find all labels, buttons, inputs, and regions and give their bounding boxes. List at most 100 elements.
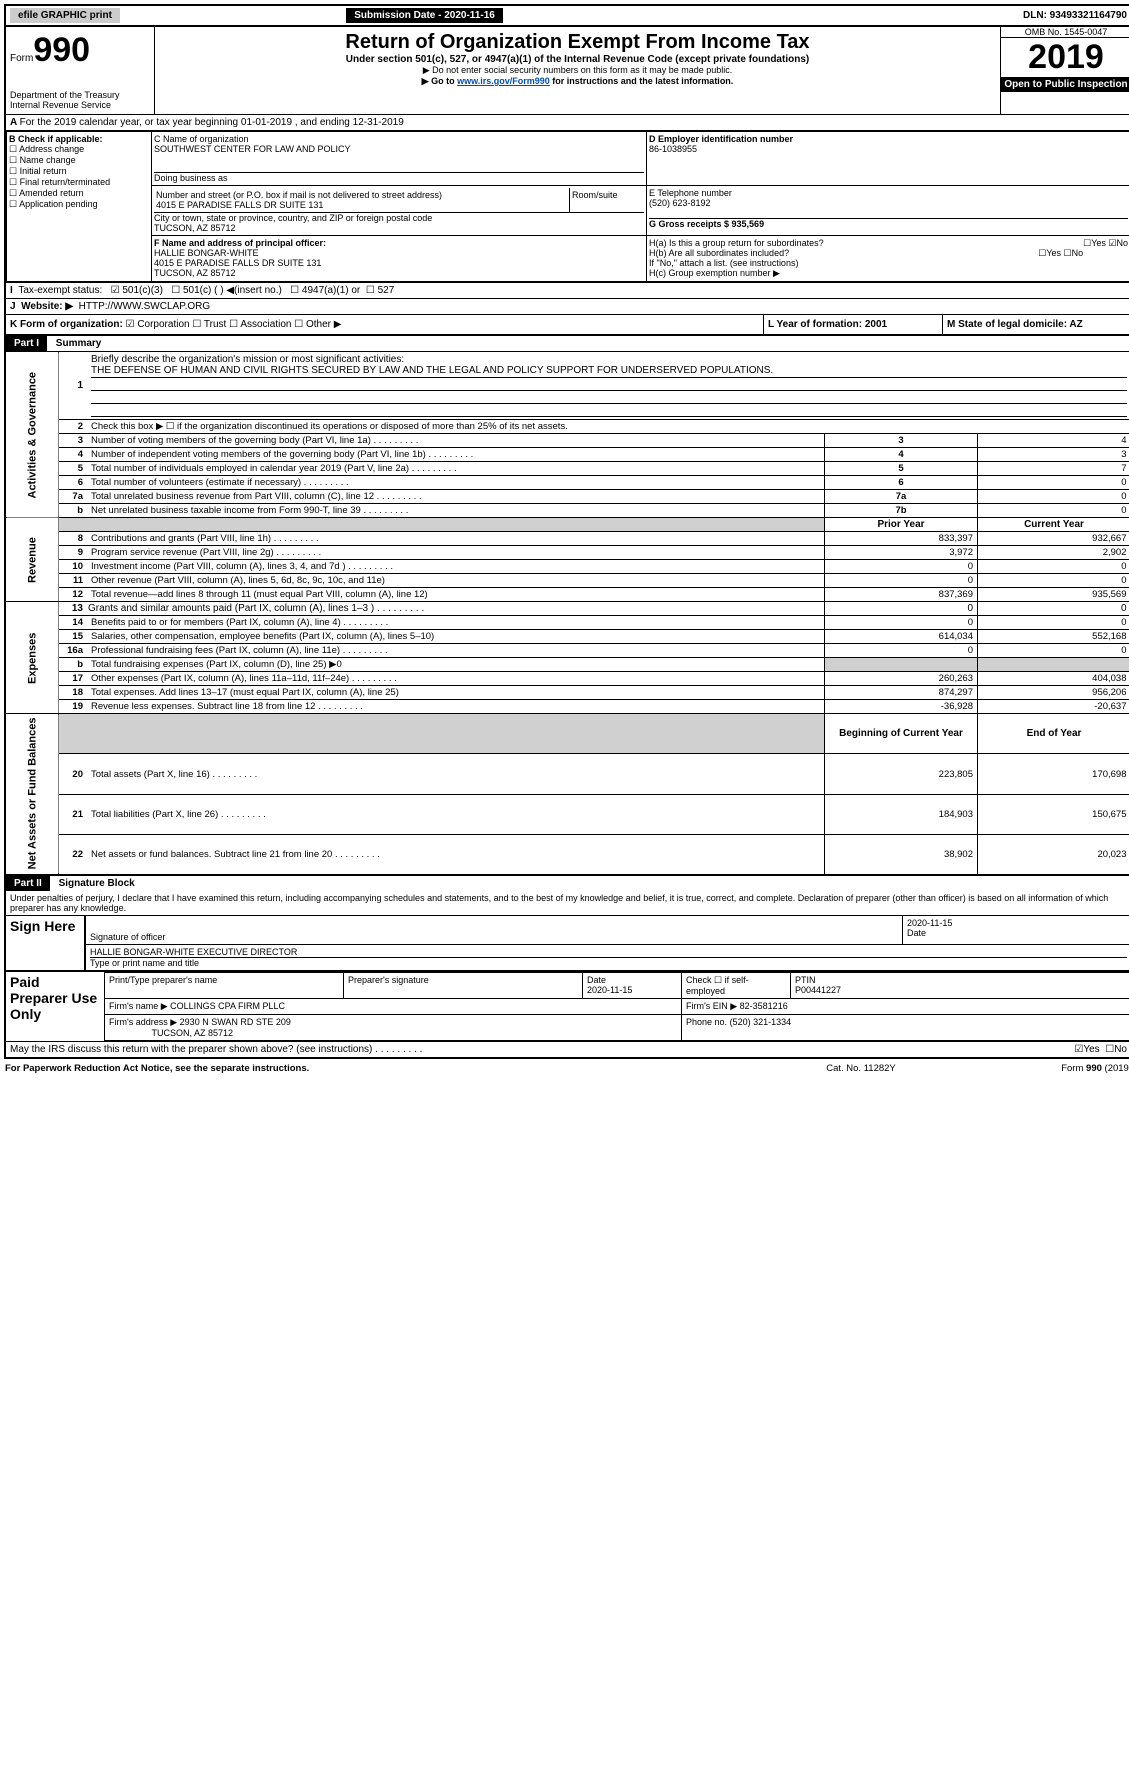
part2-title: Signature Block <box>53 878 135 889</box>
line16a-text: Professional fundraising fees (Part IX, … <box>87 644 825 658</box>
firm-ein: 82-3581216 <box>740 1001 788 1011</box>
line1-label: Briefly describe the organization's miss… <box>91 354 404 365</box>
line2: Check this box ▶ ☐ if the organization d… <box>87 420 1129 434</box>
return-subtitle: Under section 501(c), 527, or 4947(a)(1)… <box>159 54 996 65</box>
line7b-val: 0 <box>978 504 1129 518</box>
line18-text: Total expenses. Add lines 13–17 (must eq… <box>87 686 825 700</box>
chk-other[interactable]: Other ▶ <box>306 319 341 330</box>
sig-officer-label: Signature of officer <box>90 932 898 942</box>
prep-phone: (520) 321-1334 <box>730 1017 792 1027</box>
ptin-label: PTIN <box>795 975 816 985</box>
col-prior: Prior Year <box>825 518 978 532</box>
firm-ein-label: Firm's EIN ▶ <box>686 1001 737 1011</box>
box-b-label: B Check if applicable: <box>9 134 149 144</box>
chk-corporation[interactable]: Corporation <box>137 319 189 330</box>
line4-val: 3 <box>978 448 1129 462</box>
firm-name: COLLINGS CPA FIRM PLLC <box>170 1001 285 1011</box>
chk-527[interactable]: 527 <box>378 285 395 296</box>
jurat-text: Under penalties of perjury, I declare th… <box>5 891 1129 916</box>
goto-note: ▶ Go to www.irs.gov/Form990 for instruct… <box>159 76 996 87</box>
col-begin: Beginning of Current Year <box>825 714 978 754</box>
footer-mid: Cat. No. 11282Y <box>771 1059 950 1075</box>
line4-text: Number of independent voting members of … <box>87 448 825 462</box>
phone-value: (520) 623-8192 <box>649 198 1128 208</box>
dba-label: Doing business as <box>154 172 644 183</box>
line7b-text: Net unrelated business taxable income fr… <box>87 504 825 518</box>
ssn-note: ▶ Do not enter social security numbers o… <box>159 65 996 76</box>
officer-addr: 4015 E PARADISE FALLS DR SUITE 131 <box>154 258 644 268</box>
row-l: L Year of formation: 2001 <box>764 315 943 334</box>
side-revenue: Revenue <box>6 518 59 602</box>
line3-val: 4 <box>978 434 1129 448</box>
line3-text: Number of voting members of the governin… <box>87 434 825 448</box>
box-e-label: E Telephone number <box>649 188 1128 198</box>
tax-year: 2019 <box>1001 38 1129 77</box>
chk-501c[interactable]: 501(c) ( ) ◀(insert no.) <box>183 285 282 296</box>
box-h-c: H(c) Group exemption number ▶ <box>649 268 1128 279</box>
line7a-val: 0 <box>978 490 1129 504</box>
col-end: End of Year <box>978 714 1129 754</box>
form-label: Form <box>10 53 33 64</box>
firm-addr1: 2930 N SWAN RD STE 209 <box>180 1017 291 1027</box>
sign-date: 2020-11-15 <box>907 918 1127 928</box>
line22-text: Net assets or fund balances. Subtract li… <box>87 835 825 874</box>
part1-header: Part I <box>6 336 47 351</box>
section-a: A For the 2019 calendar year, or tax yea… <box>5 115 1129 131</box>
firm-addr2: TUCSON, AZ 85712 <box>152 1028 234 1038</box>
prep-date: 2020-11-15 <box>587 985 632 995</box>
website-value: HTTP://WWW.SWCLAP.ORG <box>79 301 210 312</box>
chk-final-return[interactable]: ☐ Final return/terminated <box>9 177 149 188</box>
line8-text: Contributions and grants (Part VIII, lin… <box>87 532 825 546</box>
chk-501c3[interactable]: 501(c)(3) <box>122 285 163 296</box>
box-f-label: F Name and address of principal officer: <box>154 238 644 248</box>
omb-number: OMB No. 1545-0047 <box>1001 27 1129 38</box>
discuss-yes[interactable]: Yes <box>1083 1044 1099 1055</box>
line14-text: Benefits paid to or for members (Part IX… <box>87 616 825 630</box>
chk-association[interactable]: Association <box>240 319 291 330</box>
self-employed-check[interactable]: Check ☐ if self-employed <box>682 972 791 998</box>
line6-val: 0 <box>978 476 1129 490</box>
box-h-b-note: If "No," attach a list. (see instruction… <box>649 258 1128 268</box>
efile-label: efile GRAPHIC print <box>6 6 342 26</box>
side-expenses: Expenses <box>6 602 59 714</box>
name-title-label: Type or print name and title <box>90 958 1127 968</box>
line5-val: 7 <box>978 462 1129 476</box>
line6-text: Total number of volunteers (estimate if … <box>87 476 825 490</box>
officer-typed-name: HALLIE BONGAR-WHITE EXECUTIVE DIRECTOR <box>90 947 1127 958</box>
city-label: City or town, state or province, country… <box>154 212 644 223</box>
part2-header: Part II <box>6 876 50 891</box>
dept-label: Department of the Treasury Internal Reve… <box>10 90 150 110</box>
side-governance: Activities & Governance <box>6 352 59 518</box>
line9-text: Program service revenue (Part VIII, line… <box>87 546 825 560</box>
row-m: M State of legal domicile: AZ <box>943 315 1129 334</box>
chk-amended-return[interactable]: ☐ Amended return <box>9 188 149 199</box>
box-c-name-label: C Name of organization <box>154 134 644 144</box>
preparer-sig-label: Preparer's signature <box>344 972 583 998</box>
side-netassets: Net Assets or Fund Balances <box>6 714 59 874</box>
chk-trust[interactable]: Trust <box>204 319 226 330</box>
discuss-question: May the IRS discuss this return with the… <box>10 1044 422 1055</box>
officer-name: HALLIE BONGAR-WHITE <box>154 248 644 258</box>
line20-text: Total assets (Part X, line 16) <box>87 754 825 794</box>
chk-address-change[interactable]: ☐ Address change <box>9 144 149 155</box>
line19-text: Revenue less expenses. Subtract line 18 … <box>87 700 825 714</box>
chk-name-change[interactable]: ☐ Name change <box>9 155 149 166</box>
line12-text: Total revenue—add lines 8 through 11 (mu… <box>87 588 825 602</box>
chk-application-pending[interactable]: ☐ Application pending <box>9 199 149 210</box>
box-h-a: H(a) Is this a group return for subordin… <box>649 238 1128 248</box>
open-public: Open to Public Inspection <box>1001 77 1129 92</box>
firm-name-label: Firm's name ▶ <box>109 1001 168 1011</box>
line5-text: Total number of individuals employed in … <box>87 462 825 476</box>
instructions-link[interactable]: www.irs.gov/Form990 <box>457 76 550 86</box>
line11-text: Other revenue (Part VIII, column (A), li… <box>87 574 825 588</box>
line7a-text: Total unrelated business revenue from Pa… <box>87 490 825 504</box>
prep-phone-label: Phone no. <box>686 1017 727 1027</box>
discuss-no[interactable]: No <box>1114 1044 1127 1055</box>
chk-initial-return[interactable]: ☐ Initial return <box>9 166 149 177</box>
mission-text: THE DEFENSE OF HUMAN AND CIVIL RIGHTS SE… <box>91 365 1127 378</box>
row-j-label: Website: ▶ <box>21 301 73 312</box>
chk-4947[interactable]: 4947(a)(1) or <box>302 285 360 296</box>
addr-label: Number and street (or P.O. box if mail i… <box>156 190 567 200</box>
org-name: SOUTHWEST CENTER FOR LAW AND POLICY <box>154 144 644 154</box>
box-d-label: D Employer identification number <box>649 134 1128 144</box>
